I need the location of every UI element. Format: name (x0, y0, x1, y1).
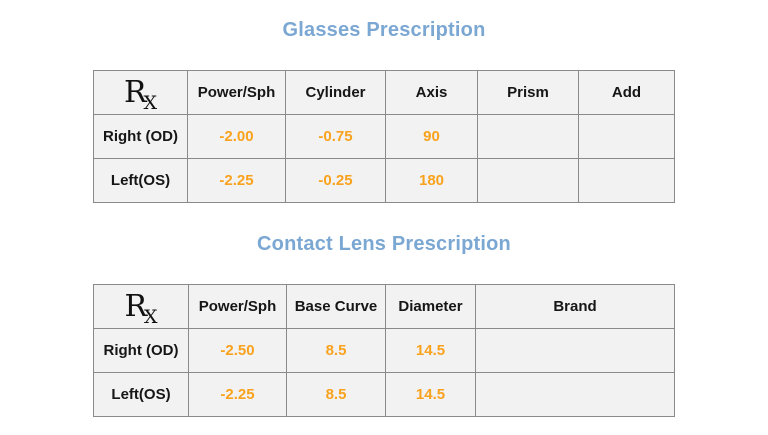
row-label-right-od: Right (OD) (93, 328, 189, 373)
cell-left-power: -2.25 (188, 372, 287, 417)
rx-symbol: RX (93, 70, 188, 115)
cell-right-base-curve: 8.5 (286, 328, 386, 373)
cell-right-power: -2.00 (187, 114, 286, 159)
cell-left-brand (475, 372, 675, 417)
rx-symbol-main: R (123, 75, 147, 110)
rx-symbol-main: R (124, 289, 148, 324)
column-header-base-curve: Base Curve (286, 284, 386, 329)
row-label-left-os: Left(OS) (93, 158, 188, 203)
glasses-section-title: Glasses Prescription (282, 19, 486, 41)
cell-right-add (578, 114, 675, 159)
cell-left-add (578, 158, 675, 203)
cell-left-diameter: 14.5 (385, 372, 476, 417)
glasses-header-row: RX Power/Sph Cylinder Axis Prism Add (93, 70, 675, 115)
rx-symbol-sub: X (144, 306, 158, 328)
row-label-right-od: Right (OD) (93, 114, 188, 159)
rx-symbol: RX (93, 284, 189, 329)
column-header-brand: Brand (475, 284, 675, 329)
column-header-axis: Axis (385, 70, 478, 115)
cell-left-base-curve: 8.5 (286, 372, 386, 417)
cell-right-prism (477, 114, 579, 159)
contacts-row-left: Left(OS) -2.25 8.5 14.5 (93, 372, 675, 417)
cell-right-power: -2.50 (188, 328, 287, 373)
cell-left-cylinder: -0.25 (285, 158, 386, 203)
contact-lens-section-title: Contact Lens Prescription (257, 233, 511, 255)
row-label-left-os: Left(OS) (93, 372, 189, 417)
contact-lens-table: RX Power/Sph Base Curve Diameter Brand R… (93, 284, 675, 417)
cell-left-power: -2.25 (187, 158, 286, 203)
cell-right-cylinder: -0.75 (285, 114, 386, 159)
contacts-row-right: Right (OD) -2.50 8.5 14.5 (93, 328, 675, 373)
cell-left-prism (477, 158, 579, 203)
cell-right-diameter: 14.5 (385, 328, 476, 373)
cell-right-axis: 90 (385, 114, 478, 159)
column-header-power-sph: Power/Sph (188, 284, 287, 329)
column-header-add: Add (578, 70, 675, 115)
column-header-prism: Prism (477, 70, 579, 115)
column-header-diameter: Diameter (385, 284, 476, 329)
cell-left-axis: 180 (385, 158, 478, 203)
column-header-cylinder: Cylinder (285, 70, 386, 115)
rx-symbol-sub: X (143, 92, 158, 114)
glasses-table: RX Power/Sph Cylinder Axis Prism Add Rig… (93, 70, 675, 203)
column-header-power-sph: Power/Sph (187, 70, 286, 115)
glasses-row-right: Right (OD) -2.00 -0.75 90 (93, 114, 675, 159)
glasses-row-left: Left(OS) -2.25 -0.25 180 (93, 158, 675, 203)
cell-right-brand (475, 328, 675, 373)
contacts-header-row: RX Power/Sph Base Curve Diameter Brand (93, 284, 675, 329)
